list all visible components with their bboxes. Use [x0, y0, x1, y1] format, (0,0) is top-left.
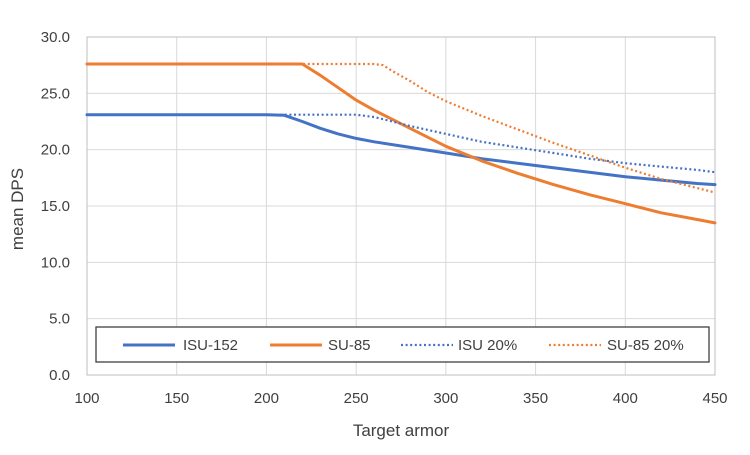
x-tick-label: 450	[702, 390, 727, 407]
series-line-isu-152	[85, 113, 717, 187]
series-line-su-85	[85, 62, 717, 225]
x-tick-label: 150	[164, 390, 189, 407]
y-tick-label: 10.0	[41, 254, 70, 271]
legend: ISU-152 SU-85 ISU 20% SU-85 20%	[95, 326, 710, 363]
x-axis-title: Target armor	[353, 421, 450, 440]
series-line-isu-20	[87, 113, 716, 174]
series-line-su-85-20	[87, 62, 716, 194]
x-tick-label: 100	[74, 390, 99, 407]
legend-label: SU-85 20%	[607, 337, 684, 354]
x-axis-ticks: 100 150 200 250 300 350 400 450	[74, 390, 727, 407]
x-tick-label: 300	[433, 390, 458, 407]
legend-label: ISU 20%	[458, 337, 517, 354]
y-tick-label: 5.0	[49, 311, 70, 328]
y-axis-ticks: 0.0 5.0 10.0 15.0 20.0 25.0 30.0	[41, 29, 70, 384]
plot-area-frame	[86, 36, 716, 376]
y-tick-label: 20.0	[41, 142, 70, 159]
y-tick-label: 25.0	[41, 85, 70, 102]
y-tick-label: 15.0	[41, 198, 70, 215]
legend-label: SU-85	[328, 337, 371, 354]
x-tick-label: 200	[254, 390, 279, 407]
x-tick-label: 400	[613, 390, 638, 407]
legend-label: ISU-152	[183, 337, 238, 354]
series-group	[85, 62, 717, 225]
grid-lines	[86, 36, 716, 376]
y-tick-label: 0.0	[49, 367, 70, 384]
y-tick-label: 30.0	[41, 29, 70, 46]
x-tick-label: 350	[523, 390, 548, 407]
x-tick-label: 250	[344, 390, 369, 407]
y-axis-title: mean DPS	[8, 168, 27, 250]
